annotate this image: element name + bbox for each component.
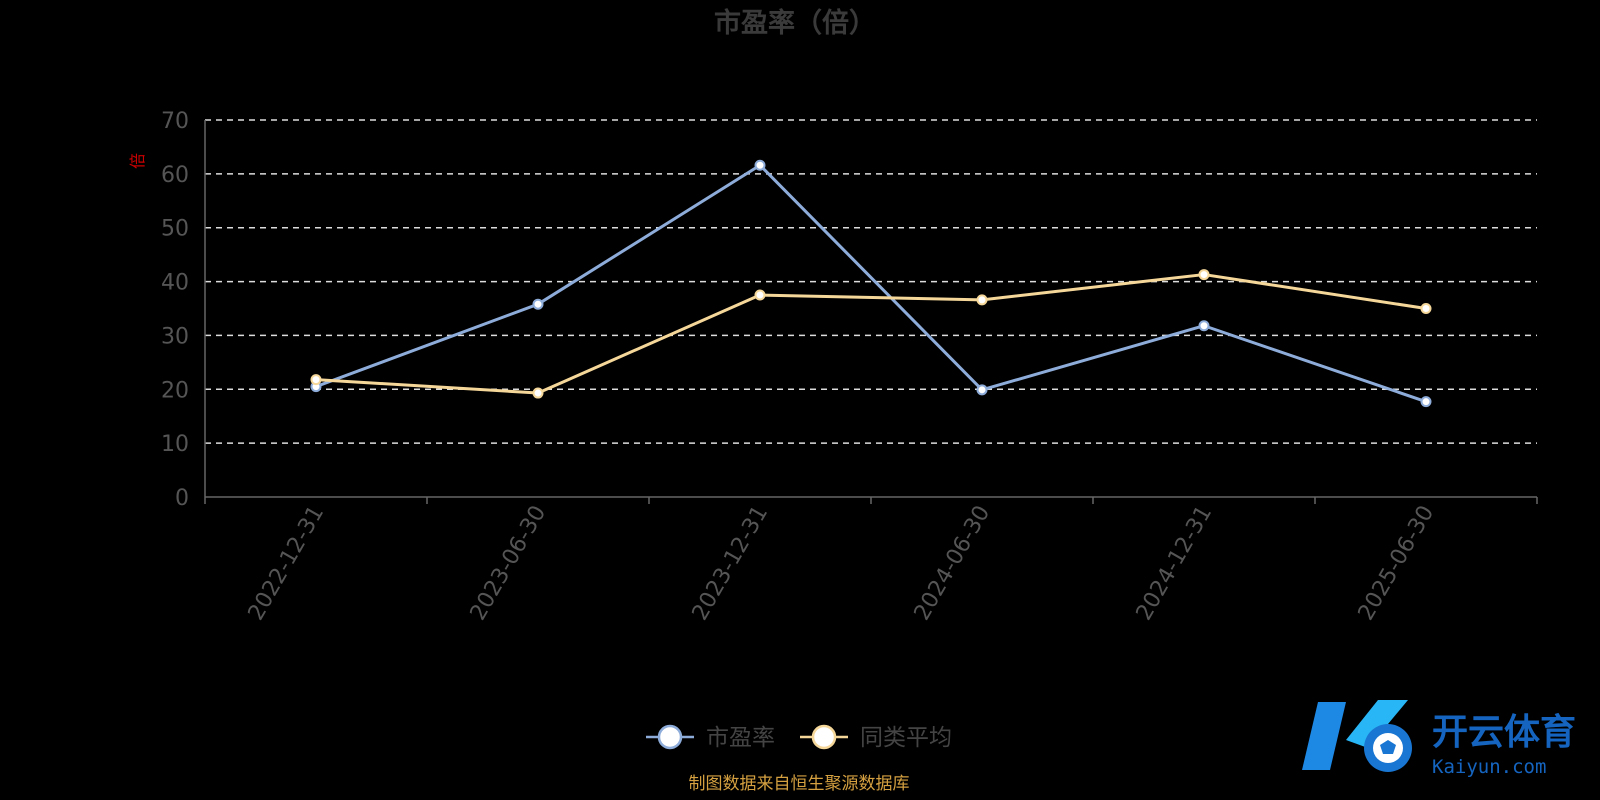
series-1-point — [1198, 320, 1210, 332]
x-tick-label: 2023-12-31 — [688, 502, 774, 625]
x-tick-label: 2024-06-30 — [910, 502, 996, 625]
y-axis-unit: 倍 — [128, 153, 147, 169]
series-2-point — [1198, 269, 1210, 281]
series-2-point — [532, 387, 544, 399]
y-tick-label: 10 — [161, 432, 189, 457]
chart-title: 市盈率（倍） — [714, 7, 876, 39]
x-tick-label: 2023-06-30 — [466, 502, 552, 625]
x-tick-label: 2025-06-30 — [1354, 502, 1440, 625]
series-line-1 — [315, 163, 1427, 404]
series-1-point — [532, 298, 544, 310]
y-tick-label: 60 — [161, 163, 189, 188]
watermark-logo: 开云体育 Kaiyun.com — [1302, 700, 1576, 778]
series-1-point — [1420, 396, 1432, 408]
legend-label: 同类平均 — [860, 725, 952, 751]
grid-lines — [205, 119, 1537, 444]
series-2-point — [310, 374, 322, 386]
legend-marker-icon — [657, 724, 683, 750]
y-tick-label: 30 — [161, 324, 189, 349]
legend[interactable]: 市盈率 同类平均 — [646, 724, 952, 751]
y-tick-label: 50 — [161, 217, 189, 242]
series-2-point — [1420, 303, 1432, 314]
y-tick-label: 40 — [161, 271, 189, 296]
y-tick-label: 20 — [161, 378, 189, 403]
series-line-2 — [315, 273, 1427, 395]
legend-item-2[interactable]: 同类平均 — [800, 724, 952, 751]
x-tick-label: 2022-12-31 — [244, 502, 330, 625]
source-note: 制图数据来自恒生聚源数据库 — [689, 774, 910, 794]
series-1-point — [754, 159, 766, 171]
legend-label: 市盈率 — [706, 725, 775, 751]
legend-marker-icon — [811, 724, 837, 750]
watermark-en-text: Kaiyun.com — [1432, 756, 1546, 778]
y-tick-labels: 0 10 20 30 40 50 60 70 — [161, 109, 189, 511]
legend-item-1[interactable]: 市盈率 — [646, 724, 775, 751]
series-2-point — [976, 294, 988, 306]
watermark-cn-text: 开云体育 — [1432, 712, 1576, 753]
y-tick-label: 70 — [161, 109, 189, 134]
kaiyun-logo-icon — [1302, 700, 1412, 772]
y-tick-label: 0 — [175, 486, 189, 511]
data-series — [310, 159, 1432, 408]
series-1-point — [976, 384, 988, 396]
x-tick-labels: 2022-12-31 2023-06-30 2023-12-31 2024-06-30… — [244, 502, 1440, 625]
x-tick-label: 2024-12-31 — [1132, 502, 1218, 625]
axes — [204, 120, 1538, 504]
series-2-point — [754, 289, 766, 301]
